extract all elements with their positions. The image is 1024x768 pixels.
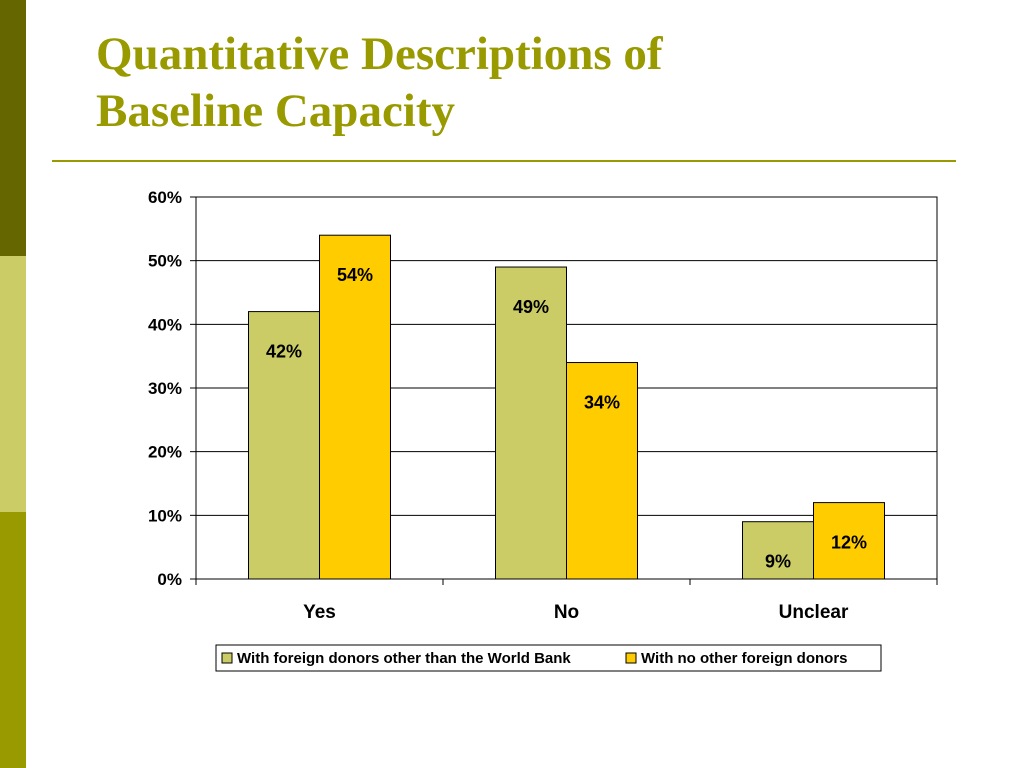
y-tick-label: 20% bbox=[148, 443, 182, 462]
data-label: 9% bbox=[765, 552, 791, 572]
y-tick-label: 30% bbox=[148, 379, 182, 398]
bar bbox=[566, 362, 638, 580]
data-label: 12% bbox=[831, 533, 867, 553]
legend-swatch bbox=[221, 652, 233, 664]
bar bbox=[495, 266, 567, 580]
slide-title-line-1: Quantitative Descriptions of bbox=[96, 28, 663, 80]
y-tick-label: 40% bbox=[148, 315, 182, 334]
y-tick-label: 10% bbox=[148, 506, 182, 525]
bar bbox=[742, 521, 814, 580]
y-tick-label: 50% bbox=[148, 252, 182, 271]
y-tick-label: 60% bbox=[148, 188, 182, 207]
y-tick-label: 0% bbox=[157, 570, 182, 589]
bar bbox=[319, 234, 391, 580]
legend-box bbox=[215, 644, 882, 672]
data-label: 42% bbox=[266, 342, 302, 362]
legend-swatch bbox=[625, 652, 637, 664]
side-accent-bar-olive bbox=[0, 512, 26, 768]
x-category-label: Unclear bbox=[779, 602, 849, 623]
data-label: 49% bbox=[513, 297, 549, 317]
x-category-label: Yes bbox=[303, 602, 336, 623]
title-underline bbox=[52, 160, 956, 162]
bar bbox=[248, 311, 320, 580]
side-accent-bar-light bbox=[0, 256, 26, 512]
side-accent-bar-dark bbox=[0, 0, 26, 256]
slide-title-line-2: Baseline Capacity bbox=[96, 85, 456, 137]
bar bbox=[813, 502, 885, 580]
x-category-label: No bbox=[554, 602, 579, 623]
legend-label: With foreign donors other than the World… bbox=[237, 650, 571, 667]
legend-label: With no other foreign donors bbox=[641, 650, 848, 667]
slide-title: Quantitative Descriptions of Baseline Ca… bbox=[96, 26, 976, 140]
data-label: 54% bbox=[337, 265, 373, 285]
data-label: 34% bbox=[584, 393, 620, 413]
